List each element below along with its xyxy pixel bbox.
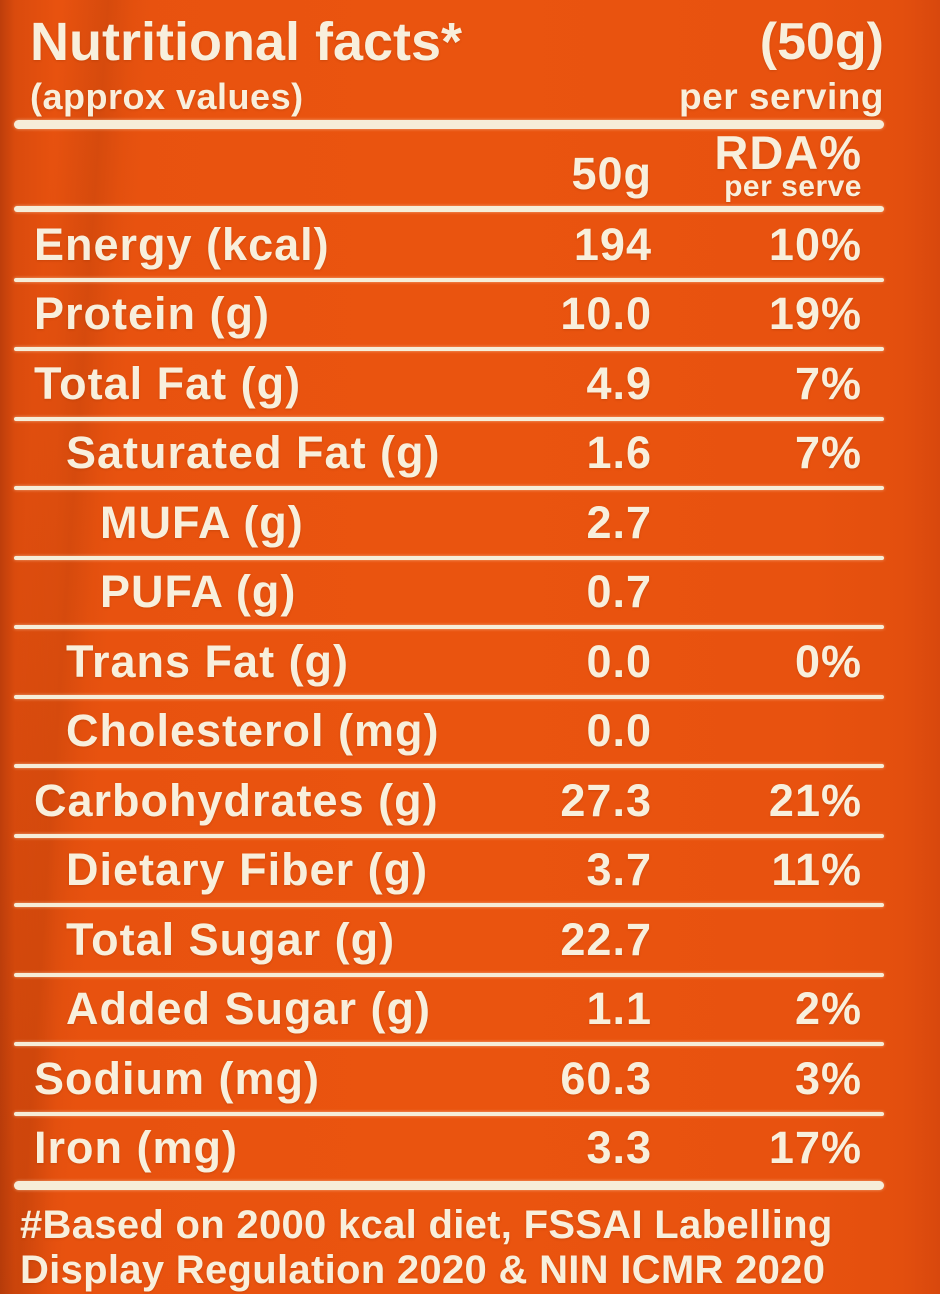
row-divider [14, 694, 884, 699]
row-amount: 1.6 [586, 427, 652, 479]
serving-size: (50g) [759, 13, 884, 71]
table-row: Saturated Fat (g) 1.6 7% [0, 421, 940, 487]
row-label: PUFA (g) [100, 566, 297, 618]
row-amount: 27.3 [560, 774, 652, 826]
table-row: Cholesterol (mg) 0.0 [0, 699, 940, 765]
table-row: Sodium (mg) 60.3 3% [0, 1046, 940, 1112]
row-label: Energy (kcal) [34, 218, 330, 270]
row-amount: 10.0 [560, 288, 652, 340]
row-label: Total Fat (g) [34, 357, 302, 409]
row-divider [14, 833, 884, 838]
column-header-rda: RDA% per serve [652, 126, 862, 203]
row-divider [14, 347, 884, 351]
table-bottom-divider [14, 1181, 884, 1190]
row-label: Dietary Fiber (g) [66, 844, 429, 896]
table-column-header: 50g RDA% per serve [0, 129, 940, 206]
row-divider [14, 486, 884, 490]
nutrition-table: Energy (kcal) 194 10% Protein (g) 10.0 19% Tot… [0, 212, 940, 1181]
row-amount: 4.9 [586, 357, 652, 409]
row-amount: 0.0 [586, 705, 652, 757]
row-divider [14, 1042, 884, 1046]
column-header-divider [14, 206, 884, 212]
footnote-line-1: #Based on 2000 kcal diet, FSSAI Labellin… [20, 1203, 833, 1247]
row-label: Cholesterol (mg) [66, 705, 440, 757]
table-row: Energy (kcal) 194 10% [0, 212, 940, 278]
row-divider [14, 625, 884, 629]
column-header-rda-subtitle: per serve [724, 170, 862, 203]
row-label: Carbohydrates (g) [34, 774, 439, 826]
row-label: Iron (mg) [34, 1122, 238, 1174]
row-rda-percent: 7% [794, 357, 862, 409]
table-row: Iron (mg) 3.3 17% [0, 1116, 940, 1182]
row-divider [14, 903, 884, 907]
row-amount: 0.7 [586, 566, 652, 618]
column-header-amount: 50g [571, 148, 652, 199]
row-amount: 1.1 [586, 983, 652, 1035]
table-row: Protein (g) 10.0 19% [0, 282, 940, 348]
table-row: Added Sugar (g) 1.1 2% [0, 977, 940, 1043]
table-row: Total Sugar (g) 22.7 [0, 907, 940, 973]
table-row: Carbohydrates (g) 27.3 21% [0, 768, 940, 834]
row-divider [14, 764, 884, 768]
row-divider [14, 555, 884, 560]
row-amount: 0.0 [586, 635, 652, 687]
row-rda-percent: 19% [768, 288, 862, 340]
row-divider [14, 416, 884, 421]
label-header: Nutritional facts* (50g) (approx values)… [0, 0, 940, 120]
row-rda-percent: 2% [794, 983, 862, 1035]
header-divider [14, 120, 884, 129]
row-rda-percent: 21% [768, 774, 862, 826]
row-label: Sodium (mg) [34, 1052, 320, 1104]
subtitle-row: (approx values) per serving [30, 74, 884, 120]
row-divider [14, 277, 884, 282]
row-rda-percent: 17% [768, 1122, 862, 1174]
title-row: Nutritional facts* (50g) [30, 10, 884, 74]
row-rda-percent: 10% [768, 218, 862, 270]
row-amount: 22.7 [560, 913, 652, 965]
row-rda-percent: 7% [794, 427, 862, 479]
row-label: Saturated Fat (g) [66, 427, 441, 479]
row-label: Trans Fat (g) [66, 635, 350, 687]
row-divider [14, 972, 884, 977]
column-header-rda-title: RDA% [714, 126, 862, 179]
row-divider [14, 1111, 884, 1116]
row-amount: 3.7 [586, 844, 652, 896]
row-label: Total Sugar (g) [66, 913, 396, 965]
row-amount: 60.3 [560, 1052, 652, 1104]
row-rda-percent: 11% [771, 844, 862, 896]
table-row: Dietary Fiber (g) 3.7 11% [0, 838, 940, 904]
row-label: MUFA (g) [100, 496, 304, 548]
row-label: Protein (g) [34, 288, 270, 340]
table-row: Trans Fat (g) 0.0 0% [0, 629, 940, 695]
footnote: #Based on 2000 kcal diet, FSSAI Labellin… [0, 1190, 940, 1293]
per-serving-note: per serving [679, 76, 884, 117]
row-amount: 2.7 [586, 496, 652, 548]
row-amount: 3.3 [586, 1122, 652, 1174]
table-row: PUFA (g) 0.7 [0, 560, 940, 626]
row-rda-percent: 0% [794, 635, 862, 687]
table-row: Total Fat (g) 4.9 7% [0, 351, 940, 417]
footnote-line-2: Display Regulation 2020 & NIN ICMR 2020 [20, 1248, 826, 1292]
page-title: Nutritional facts* [30, 12, 463, 72]
table-row: MUFA (g) 2.7 [0, 490, 940, 556]
row-label: Added Sugar (g) [66, 983, 431, 1035]
row-rda-percent: 3% [794, 1052, 862, 1104]
approx-values-note: (approx values) [30, 76, 304, 117]
row-amount: 194 [573, 218, 652, 270]
